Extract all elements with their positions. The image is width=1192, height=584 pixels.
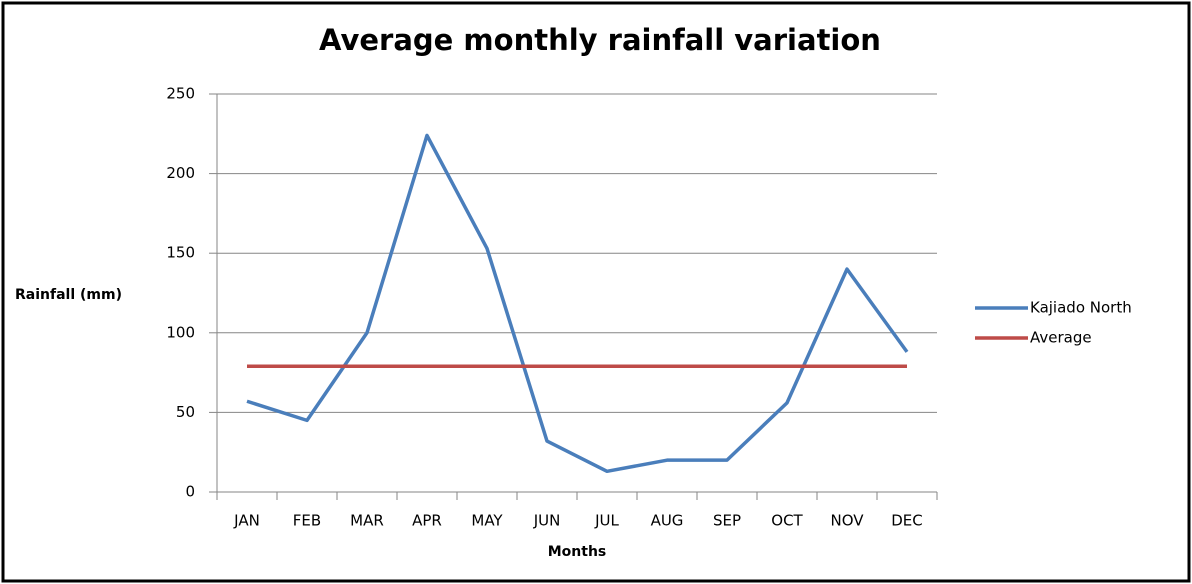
legend-label: Average <box>1030 329 1092 347</box>
x-tick-label: FEB <box>293 512 321 530</box>
x-tick-label: SEP <box>713 512 741 530</box>
x-tick-label: APR <box>412 512 442 530</box>
y-tick-label: 200 <box>166 164 195 182</box>
x-tick-label: DEC <box>891 512 923 530</box>
y-tick-label: 50 <box>176 403 195 421</box>
y-tick-label: 0 <box>185 483 195 501</box>
x-tick-label: MAR <box>350 512 384 530</box>
y-tick-label: 150 <box>166 244 195 262</box>
y-tick-label: 100 <box>166 323 195 341</box>
x-tick-label: JAN <box>233 512 260 530</box>
line-series <box>246 133 909 474</box>
x-tick-label: MAY <box>471 512 503 530</box>
x-tick-label: OCT <box>771 512 803 530</box>
x-tick-label: JUL <box>594 512 619 530</box>
y-tick-label: 250 <box>166 85 195 103</box>
x-tick-label: JUN <box>533 512 561 530</box>
x-axis-title: Months <box>548 544 607 560</box>
x-tick-label: NOV <box>830 512 864 530</box>
y-axis-title: Rainfall (mm) <box>15 287 122 303</box>
legend-label: Kajiado North <box>1030 299 1132 317</box>
x-tick-label: AUG <box>651 512 684 530</box>
chart-title: Average monthly rainfall variation <box>319 23 881 57</box>
